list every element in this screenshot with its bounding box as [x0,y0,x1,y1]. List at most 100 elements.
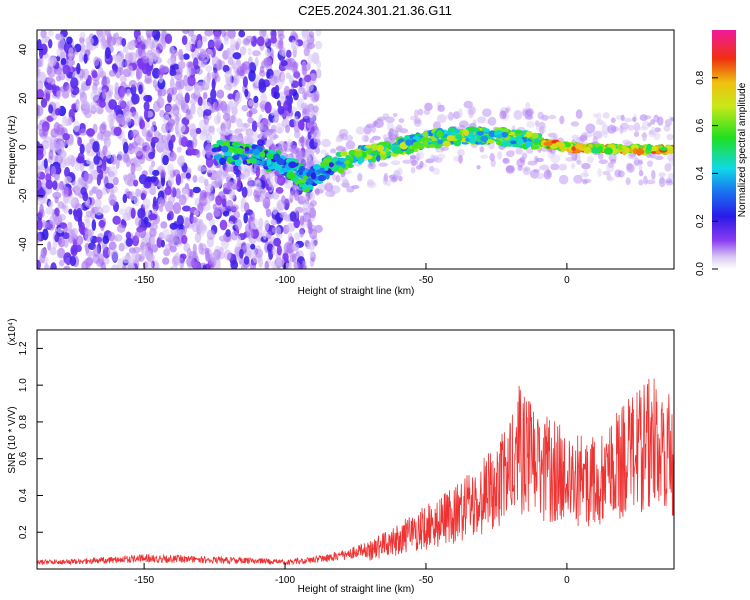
spectrogram-cell [222,64,230,73]
snr-series-line [37,378,674,566]
spectrogram-cell [69,255,77,267]
spectrogram-cell [345,140,356,150]
spectrogram-cell [182,205,191,212]
spectrogram-cell [233,129,242,134]
spectrogram-cell [583,146,592,154]
y-tick-label: 40 [18,44,29,56]
spectrogram-cell [57,38,66,51]
spectrogram-cell [197,165,207,172]
spectrogram-cell [197,96,203,107]
spectrogram-cell [104,47,111,59]
spectrogram-cell [310,130,318,138]
spectrogram-cell [306,42,316,50]
spectrogram-cell [264,48,271,58]
spectrogram-cell [635,148,645,155]
spectrogram-cell [282,252,289,262]
spectrogram-cell [244,202,250,214]
spectrogram-cell [523,167,529,172]
spectrogram-cell [179,257,185,269]
spectrogram-cell [287,138,293,146]
spectrogram-cell [46,65,53,75]
spectrogram-cell [533,168,540,173]
spectrogram-cell [248,99,255,107]
spectrogram-cell [240,201,245,213]
spectrogram-cell [354,150,363,158]
spectrogram-y-axis-label: Frequency (Hz) [7,116,18,185]
spectrogram-cell [83,257,93,267]
spectrogram-cell [369,138,375,144]
spectrogram-cell [514,130,524,134]
y-tick-label: 20 [18,92,29,104]
spectrogram-cell [37,231,42,243]
spectrogram-cell [47,55,57,67]
spectrogram-cell [39,43,48,56]
spectrogram-cell [495,134,503,139]
spectrogram-cell [58,72,66,81]
spectrogram-cell [266,231,272,239]
spectrogram-cell [331,174,337,181]
spectrogram-cell [264,101,272,114]
spectrogram-cell [175,252,181,265]
spectrogram-cell [164,186,172,196]
spectrogram-cell [93,245,100,257]
spectrogram-cell [104,30,111,36]
spectrogram-cell [134,216,142,227]
spectrogram-cell [643,115,652,120]
spectrogram-cell [299,179,307,183]
spectrogram-cell [211,147,218,153]
spectrogram-cell [242,123,251,128]
spectrogram-cell [268,74,277,86]
y-tick-label: -40 [18,237,29,252]
spectrogram-cell [126,212,132,221]
spectrogram-cell [482,108,492,118]
spectrogram-cell [151,136,159,144]
spectrogram-cell [423,109,431,116]
spectrogram-cell [116,224,126,233]
spectrogram-cell [236,66,245,76]
spectrogram-cell [37,181,42,190]
spectrogram-cell [131,93,140,105]
spectrogram-cell [343,169,352,175]
colorbar-tick-label: 0.4 [695,166,706,180]
spectrogram-cell [291,80,300,89]
spectrogram-cell [476,116,487,124]
spectrogram-cell [258,217,264,229]
spectrogram-cell [133,179,139,187]
spectrogram-cell [246,186,253,197]
spectrogram-cell [234,218,243,231]
spectrogram-cell [231,230,238,241]
spectrogram-cell [666,149,673,154]
spectrogram-cell [82,68,90,81]
spectrogram-cell [253,95,259,104]
spectrogram-cell [231,141,241,147]
spectrogram-cell [437,153,446,160]
spectrogram-cell [273,153,281,161]
spectrogram-cell [151,160,156,168]
spectrogram-cell [66,36,73,45]
spectrogram-cell [227,93,234,100]
spectrogram-cell [638,159,643,165]
spectrogram-cell [146,65,152,77]
spectrogram-cell [230,204,239,212]
spectrogram-cell [410,167,416,174]
spectrogram-cell [45,207,54,215]
spectrogram-cell [607,124,617,134]
spectrogram-cell [37,198,43,206]
spectrogram-cell [537,111,544,120]
spectrogram-cell [97,107,103,115]
spectrogram-cell [235,41,240,51]
spectrogram-cell [45,84,55,91]
spectrogram-cell [47,30,54,37]
spectrogram-cell [630,144,639,150]
spectrogram-cell [158,74,164,84]
spectrogram-cell [204,250,210,262]
spectrogram-cell [230,37,236,49]
spectrogram-cell [197,52,204,61]
spectrogram-cell [58,237,66,248]
spectrogram-cell [549,132,559,140]
spectrogram-cell [127,260,134,269]
spectrogram-cell [76,207,83,219]
spectrogram-cell [227,56,234,66]
spectrogram-cell [526,120,535,128]
spectrogram-cell [186,255,195,267]
